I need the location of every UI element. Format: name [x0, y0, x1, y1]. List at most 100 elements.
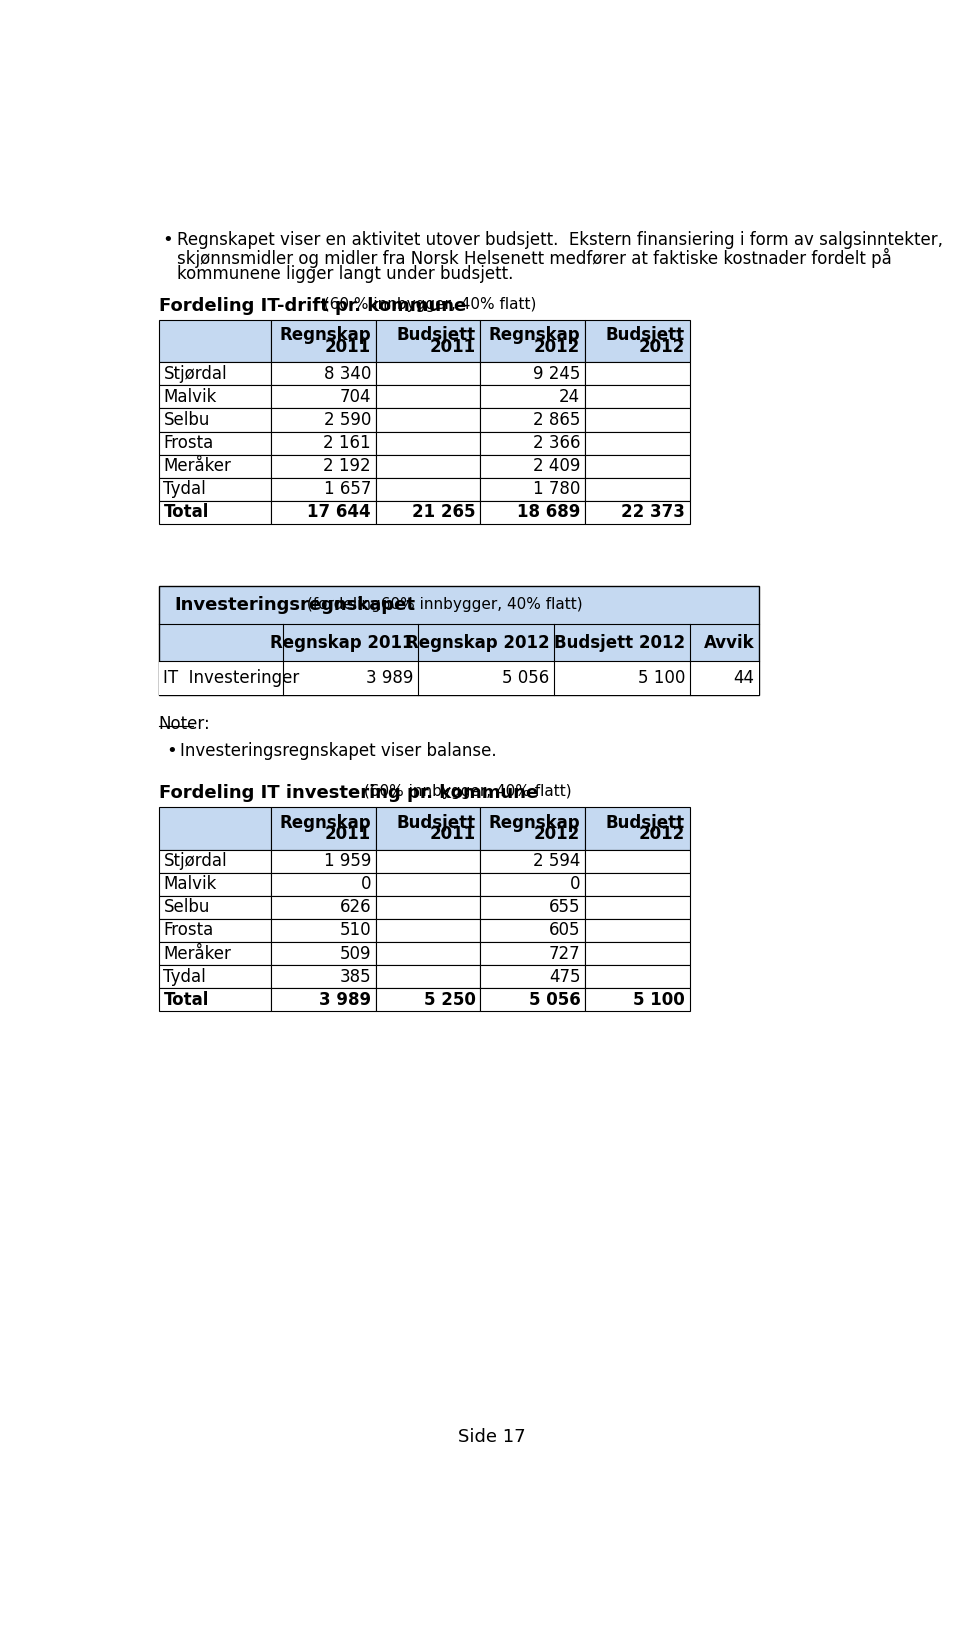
Bar	[480, 872, 585, 897]
Text: Meråker: Meråker	[163, 944, 231, 962]
Bar	[271, 897, 375, 919]
Bar	[480, 408, 585, 431]
Bar	[375, 965, 480, 988]
Text: 2 594: 2 594	[533, 852, 581, 870]
Text: Budsjett: Budsjett	[396, 326, 476, 344]
Text: 5 100: 5 100	[637, 669, 685, 687]
Text: Noter:: Noter:	[158, 715, 210, 733]
Text: (60% innbygger, 40% flatt): (60% innbygger, 40% flatt)	[359, 783, 571, 800]
Bar	[375, 320, 480, 362]
Bar	[158, 585, 759, 695]
Text: 2011: 2011	[325, 826, 372, 844]
Text: Stjørdal: Stjørdal	[163, 852, 227, 870]
Text: IT  Investeringer: IT Investeringer	[163, 669, 300, 687]
Text: 21 265: 21 265	[412, 503, 476, 521]
Bar	[585, 872, 689, 897]
Text: Fordeling IT-drift pr. kommune: Fordeling IT-drift pr. kommune	[158, 297, 466, 315]
Text: 727: 727	[549, 944, 581, 962]
Text: 1 959: 1 959	[324, 852, 372, 870]
Text: 475: 475	[549, 967, 581, 985]
Text: 2012: 2012	[638, 826, 685, 844]
Bar	[480, 362, 585, 385]
Text: 510: 510	[340, 921, 372, 939]
Text: Budsjett: Budsjett	[606, 813, 685, 831]
Bar	[158, 808, 271, 849]
Bar	[480, 988, 585, 1011]
Text: 24: 24	[560, 388, 581, 406]
Text: 2 409: 2 409	[533, 457, 581, 475]
Text: Regnskap: Regnskap	[279, 813, 372, 831]
Text: 18 689: 18 689	[517, 503, 581, 521]
Text: 5 056: 5 056	[502, 669, 549, 687]
Bar	[271, 919, 375, 942]
Text: 509: 509	[340, 944, 372, 962]
Bar	[585, 477, 689, 502]
Bar	[585, 431, 689, 454]
Bar	[375, 454, 480, 477]
Bar	[585, 965, 689, 988]
Bar	[271, 408, 375, 431]
Bar	[480, 454, 585, 477]
Bar	[271, 988, 375, 1011]
Bar	[271, 477, 375, 502]
Text: Budsjett 2012: Budsjett 2012	[554, 634, 685, 652]
Text: •: •	[162, 231, 174, 249]
Bar	[375, 988, 480, 1011]
Bar	[585, 385, 689, 408]
Bar	[158, 661, 759, 695]
Text: 1 780: 1 780	[533, 480, 581, 498]
Text: 2011: 2011	[430, 826, 476, 844]
Bar	[271, 385, 375, 408]
Bar	[271, 362, 375, 385]
Bar	[375, 477, 480, 502]
Bar	[480, 849, 585, 872]
Bar	[585, 919, 689, 942]
Text: 5 056: 5 056	[529, 992, 581, 1008]
Text: 605: 605	[549, 921, 581, 939]
Bar	[271, 502, 375, 524]
Text: (fordeling60% innbygger, 40% flatt): (fordeling60% innbygger, 40% flatt)	[302, 597, 583, 613]
Bar	[271, 431, 375, 454]
Text: Avvik: Avvik	[704, 634, 755, 652]
Text: 1 657: 1 657	[324, 480, 372, 498]
Bar	[271, 965, 375, 988]
Text: Regnskap: Regnskap	[489, 813, 581, 831]
Bar	[585, 362, 689, 385]
Text: Frosta: Frosta	[163, 921, 214, 939]
Text: 2 366: 2 366	[533, 434, 581, 452]
Bar	[271, 320, 375, 362]
Bar	[585, 502, 689, 524]
Bar	[158, 872, 271, 897]
Text: 2 590: 2 590	[324, 411, 372, 429]
Bar	[158, 897, 271, 919]
Bar	[375, 872, 480, 897]
Text: Regnskap 2011: Regnskap 2011	[270, 634, 414, 652]
Text: Side 17: Side 17	[458, 1428, 526, 1446]
Bar	[158, 320, 271, 362]
Text: Tydal: Tydal	[163, 480, 206, 498]
Bar	[158, 965, 271, 988]
Text: kommunene ligger langt under budsjett.: kommunene ligger langt under budsjett.	[178, 266, 514, 284]
Text: Malvik: Malvik	[163, 875, 217, 893]
Bar	[158, 477, 271, 502]
Bar	[480, 385, 585, 408]
Bar	[480, 431, 585, 454]
Bar	[585, 988, 689, 1011]
Bar	[375, 897, 480, 919]
Text: Stjørdal: Stjørdal	[163, 365, 227, 384]
Bar	[480, 808, 585, 849]
Text: Regnskap: Regnskap	[489, 326, 581, 344]
Text: 2011: 2011	[325, 338, 372, 356]
Bar	[158, 849, 271, 872]
Text: 5 100: 5 100	[634, 992, 685, 1008]
Text: 0: 0	[570, 875, 581, 893]
Bar	[271, 454, 375, 477]
Text: Regnskap 2012: Regnskap 2012	[406, 634, 549, 652]
Text: Frosta: Frosta	[163, 434, 214, 452]
Text: 2 161: 2 161	[324, 434, 372, 452]
Text: 22 373: 22 373	[621, 503, 685, 521]
Bar	[585, 808, 689, 849]
Bar	[158, 385, 271, 408]
Bar	[585, 942, 689, 965]
Text: (60 % innbygger, 40% flatt): (60 % innbygger, 40% flatt)	[314, 297, 536, 311]
